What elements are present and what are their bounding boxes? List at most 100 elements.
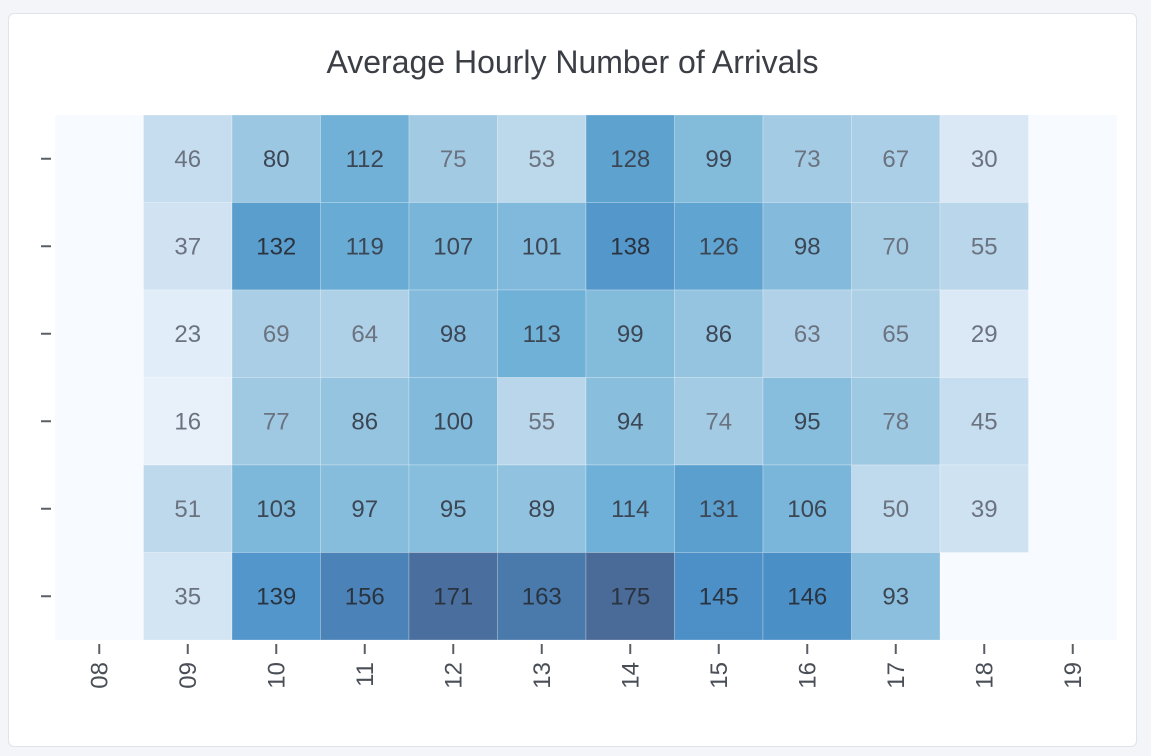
cell-value-label: 80 [263, 146, 290, 173]
cell-value-label: 75 [440, 146, 467, 173]
cell-value-label: 98 [794, 233, 821, 260]
x-tick-label: 19 [1060, 662, 1087, 689]
heatmap-cell [851, 289, 941, 378]
cell-value-label: 107 [433, 233, 473, 260]
heatmap-cell [762, 464, 852, 553]
cell-value-label: 30 [971, 146, 998, 173]
cell-value-label: 53 [528, 146, 555, 173]
cell-value-label: 126 [699, 233, 739, 260]
cell-value-label: 64 [351, 321, 378, 348]
cell-value-label: 45 [971, 408, 998, 435]
heatmap-cell [674, 552, 764, 641]
cell-value-label: 74 [705, 408, 732, 435]
heatmap-cell [143, 377, 233, 466]
cell-value-label: 93 [882, 583, 909, 610]
heatmap-cell [497, 377, 587, 466]
cell-value-label: 131 [699, 496, 739, 523]
heatmap-cell [674, 114, 764, 203]
heatmap-cell [674, 202, 764, 291]
cell-value-label: 46 [174, 146, 201, 173]
cell-value-label: 97 [351, 496, 378, 523]
heatmap-cell [939, 289, 1029, 378]
heatmap-cell [408, 552, 498, 641]
heatmap-cell [143, 202, 233, 291]
cell-value-label: 112 [346, 146, 384, 173]
cell-value-label: 69 [263, 321, 290, 348]
heatmap-cell [939, 377, 1029, 466]
x-tick-label: 17 [883, 662, 910, 689]
heatmap-cell [408, 464, 498, 553]
heatmap-cell [497, 114, 587, 203]
x-tick-label: 10 [263, 662, 290, 689]
cell-value-label: 35 [174, 583, 201, 610]
heatmap-cell [585, 464, 675, 553]
cell-value-label: 78 [882, 408, 909, 435]
cell-value-label: 63 [794, 321, 821, 348]
cell-value-label: 99 [705, 146, 732, 173]
heatmap-cell [408, 377, 498, 466]
heatmap-cell [851, 464, 941, 553]
x-tick-label: 11 [352, 662, 379, 687]
cell-value-label: 70 [882, 233, 909, 260]
x-tick-label: 09 [175, 662, 202, 689]
heatmap-cell [497, 289, 587, 378]
heatmap-cell [320, 289, 410, 378]
heatmap-cell [231, 464, 321, 553]
x-tick-label: 18 [971, 662, 998, 689]
heatmap-cell [939, 202, 1029, 291]
cell-value-label: 39 [971, 496, 998, 523]
heatmap-cell [585, 377, 675, 466]
heatmap-cell [585, 114, 675, 203]
cell-value-label: 132 [256, 233, 296, 260]
x-tick-label: 14 [617, 662, 644, 689]
cell-value-label: 100 [433, 408, 473, 435]
cell-value-label: 99 [617, 321, 644, 348]
cell-value-label: 77 [263, 408, 290, 435]
heatmap-cell [320, 114, 410, 203]
heatmap-cell [231, 202, 321, 291]
cell-value-label: 86 [705, 321, 732, 348]
cell-value-label: 171 [433, 583, 473, 610]
heatmap-cell [585, 552, 675, 641]
x-tick-label: 08 [86, 662, 113, 689]
cell-value-label: 138 [610, 233, 650, 260]
cell-value-label: 156 [345, 583, 385, 610]
x-tick-label: 16 [794, 662, 821, 689]
cell-value-label: 101 [522, 233, 562, 260]
heatmap-cell [143, 464, 233, 553]
cell-value-label: 55 [528, 408, 555, 435]
heatmap-cell [674, 289, 764, 378]
heatmap-cell [939, 114, 1029, 203]
heatmap-cell [851, 114, 941, 203]
cell-value-label: 23 [174, 321, 201, 348]
heatmap-cell [320, 552, 410, 641]
cell-value-label: 128 [610, 146, 650, 173]
cell-value-label: 175 [610, 583, 650, 610]
cell-value-label: 73 [794, 146, 821, 173]
cell-value-label: 16 [174, 408, 201, 435]
heatmap-cell [408, 114, 498, 203]
cell-value-label: 145 [699, 583, 739, 610]
cell-value-label: 29 [971, 321, 998, 348]
cell-value-label: 113 [523, 321, 561, 348]
heatmap-cell [231, 377, 321, 466]
heatmap-cell [585, 202, 675, 291]
cell-value-label: 119 [346, 233, 384, 260]
cell-value-label: 163 [522, 583, 562, 610]
heatmap-cell [674, 377, 764, 466]
heatmap-cell [320, 202, 410, 291]
x-tick-label: 13 [529, 662, 556, 689]
cell-value-label: 65 [882, 321, 909, 348]
heatmap-cell [231, 552, 321, 641]
x-tick-label: 15 [706, 662, 733, 689]
cell-value-label: 146 [787, 583, 827, 610]
cell-value-label: 94 [617, 408, 644, 435]
heatmap-cell [231, 289, 321, 378]
heatmap-cell [408, 289, 498, 378]
cell-value-label: 95 [440, 496, 467, 523]
cell-value-label: 106 [787, 496, 827, 523]
cell-value-label: 67 [882, 146, 909, 173]
cell-value-label: 86 [351, 408, 378, 435]
heatmap-cell [320, 377, 410, 466]
cell-value-label: 114 [611, 496, 649, 523]
